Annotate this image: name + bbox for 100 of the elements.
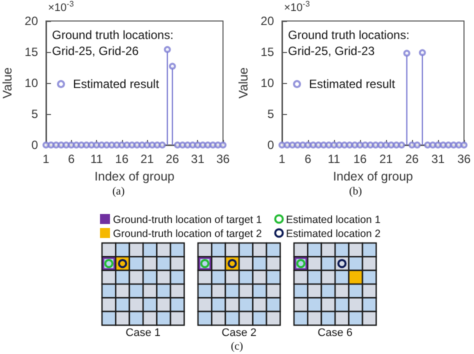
point <box>164 46 171 54</box>
x-axis-title: Index of group <box>333 169 414 184</box>
y-tick-label: 15 <box>24 45 38 59</box>
y-tick-label: 20 <box>260 14 274 28</box>
point <box>408 142 416 148</box>
point <box>372 142 380 148</box>
point <box>128 142 136 148</box>
x-tick-label: 6 <box>304 152 312 166</box>
legend-label: Estimated result <box>309 77 396 92</box>
point <box>72 142 80 148</box>
text: Case 1 <box>126 327 161 340</box>
x-tick-label: 1 <box>278 152 286 166</box>
x-tick-label: 1 <box>42 152 50 166</box>
point <box>62 142 70 148</box>
point <box>174 142 181 148</box>
point <box>403 50 410 57</box>
point <box>382 142 390 148</box>
point <box>424 142 432 148</box>
y-tick-label: 5 <box>31 107 38 121</box>
point <box>299 142 306 148</box>
text: Ground-truth location of target 2 <box>113 228 262 240</box>
point <box>366 142 374 148</box>
y-axis-title: Value <box>236 67 250 99</box>
y-tick-label: 10 <box>260 76 274 90</box>
point <box>98 142 106 148</box>
point <box>68 142 75 148</box>
text: Case 6 <box>318 327 353 340</box>
legend-label: Estimated result <box>73 77 160 92</box>
y-tick-label: 10 <box>24 76 38 90</box>
point <box>78 142 85 148</box>
point <box>336 142 343 148</box>
text: Case 2 <box>222 327 257 340</box>
point <box>356 142 364 148</box>
point <box>434 142 442 148</box>
x-tick-label: 21 <box>140 152 154 166</box>
point <box>284 142 291 148</box>
y-tick-label: 5 <box>267 107 274 121</box>
text: (c) <box>230 340 244 353</box>
point <box>168 62 176 70</box>
x-tick-label: 31 <box>191 152 205 166</box>
point <box>103 142 110 148</box>
point <box>351 142 358 148</box>
x-tick-label: 31 <box>431 152 445 166</box>
point <box>294 142 302 148</box>
text: Estimated location 2 <box>286 228 381 240</box>
point <box>88 142 96 148</box>
text: (b) <box>349 186 362 198</box>
point <box>154 142 161 148</box>
point <box>340 142 348 148</box>
point <box>377 142 384 148</box>
x-tick-label: 6 <box>68 152 75 166</box>
point <box>42 142 50 148</box>
point <box>398 142 406 148</box>
point <box>148 142 156 148</box>
point <box>310 142 317 148</box>
point <box>450 142 458 148</box>
point <box>113 142 120 148</box>
point <box>429 142 436 148</box>
point <box>362 142 369 148</box>
point <box>199 142 206 148</box>
y-tick-label: 0 <box>267 138 274 152</box>
point <box>194 142 202 148</box>
point <box>330 142 338 148</box>
x-tick-label: 16 <box>115 152 129 166</box>
point <box>209 142 216 148</box>
point <box>158 142 166 148</box>
x-tick-label: 16 <box>353 152 367 166</box>
x-tick-label: 36 <box>457 152 471 166</box>
x-axis-title: Index of group <box>94 169 175 184</box>
text: (a) <box>112 186 125 198</box>
point <box>278 142 286 148</box>
point <box>388 142 395 148</box>
point <box>204 142 212 148</box>
point <box>189 142 196 148</box>
x-tick-label: 11 <box>90 152 104 166</box>
x-tick-label: 11 <box>328 152 341 166</box>
x-tick-label: 36 <box>216 152 230 166</box>
y-tick-label: 0 <box>31 138 38 152</box>
point <box>144 142 151 148</box>
point <box>325 142 332 148</box>
point <box>304 142 312 148</box>
y-tick-label: 15 <box>260 45 274 59</box>
y-axis-title: Value <box>0 67 14 99</box>
point <box>418 49 426 56</box>
point <box>214 142 222 148</box>
y-tick-label: 20 <box>24 14 38 28</box>
point <box>314 142 322 148</box>
annotation: Ground truth locations: Grid-25, Grid-26 <box>52 28 174 58</box>
point <box>444 142 452 148</box>
point <box>414 142 421 148</box>
annotation: Ground truth locations: Grid-25, Grid-23 <box>288 28 410 58</box>
point <box>118 142 126 148</box>
point <box>320 142 328 148</box>
point <box>440 142 447 148</box>
x-tick-label: 21 <box>379 152 393 166</box>
point <box>123 142 130 148</box>
point <box>392 142 400 148</box>
text: Estimated location 1 <box>286 214 381 226</box>
point <box>288 142 296 148</box>
point <box>346 142 354 148</box>
